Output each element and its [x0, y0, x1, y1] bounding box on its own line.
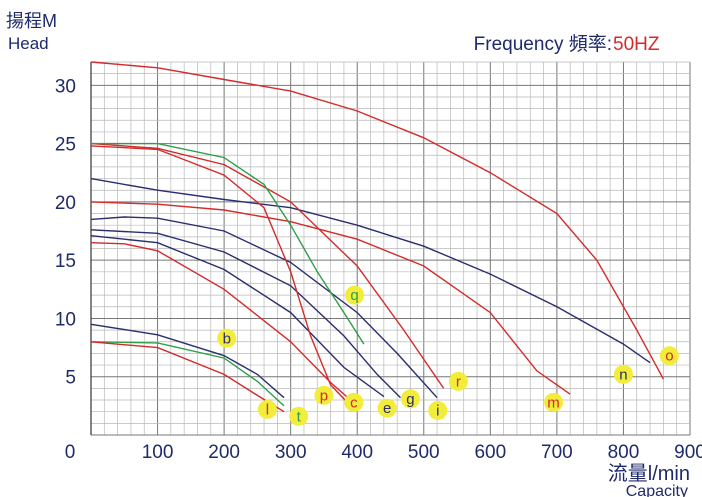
- x-tick-label: 600: [474, 442, 506, 463]
- curve-marker-g: [400, 389, 420, 409]
- curve-m: [90, 201, 571, 395]
- curve-label-m: m: [547, 394, 560, 411]
- curve-label-e: e: [383, 400, 391, 417]
- curve-marker-e: [377, 398, 397, 418]
- curve-label-b: b: [223, 330, 231, 347]
- curve-label-g: g: [406, 391, 414, 408]
- curve-r: [90, 142, 445, 389]
- curve-marker-t: [289, 406, 309, 426]
- frequency-value: 50HZ: [613, 34, 660, 55]
- x-tick-label: 300: [275, 442, 307, 463]
- curve-i: [90, 216, 438, 399]
- curve-t: [90, 341, 285, 407]
- curve-label-n: n: [619, 366, 627, 383]
- curve-e: [90, 235, 385, 398]
- curve-b: [90, 323, 285, 399]
- y-tick-label: 10: [55, 309, 76, 330]
- x-tick-label: 900: [674, 442, 702, 463]
- curve-c: [90, 242, 352, 401]
- y-tick-label: 20: [55, 193, 76, 214]
- curve-marker-r: [448, 371, 468, 391]
- curve-marker-c: [344, 392, 364, 412]
- curve-label-c: c: [350, 394, 358, 411]
- x-tick-label: 100: [142, 442, 174, 463]
- y-tick-label: 25: [55, 135, 76, 156]
- axes: 0 100 200 300 400 500 600 700 800 900 5 10 15 20 25 30: [55, 76, 702, 463]
- curve-label-l: l: [266, 401, 269, 418]
- curve-marker-n: [613, 364, 633, 384]
- curve-label-i: i: [436, 403, 439, 420]
- curve-o: [90, 61, 665, 380]
- curve-marker-q: [345, 285, 365, 305]
- x-tick-label: 700: [541, 442, 573, 463]
- ylabel: 揚程M: [6, 11, 57, 31]
- curve-label-p: p: [320, 387, 328, 404]
- curve-label-t: t: [297, 408, 302, 425]
- curve-label-r: r: [456, 373, 461, 390]
- y-tick-label: 30: [55, 76, 76, 97]
- curve-g: [90, 229, 401, 399]
- y-tick-label: 5: [65, 368, 76, 389]
- curve-marker-l: [257, 399, 277, 419]
- curve-n: [90, 177, 651, 364]
- xlabel-en: Capacity: [626, 483, 688, 497]
- curve-marker-i: [428, 401, 448, 421]
- grid: [90, 61, 691, 436]
- xlabel: 流量l/min: [608, 462, 690, 485]
- curve-labels: o n m ri ge c q p b t l: [217, 285, 679, 426]
- x-tick-label: 400: [341, 442, 373, 463]
- curve-label-o: o: [665, 348, 673, 365]
- x-tick-label: 500: [408, 442, 440, 463]
- curve-marker-m: [544, 392, 564, 412]
- curve-marker-b: [217, 328, 237, 348]
- curve-p: [90, 145, 352, 407]
- curve-q: [91, 142, 365, 345]
- curve-marker-p: [314, 385, 334, 405]
- x-tick-label: 200: [208, 442, 240, 463]
- curve-label-q: q: [350, 287, 358, 304]
- ylabel-en: Head: [8, 34, 49, 53]
- curves: [90, 61, 665, 413]
- x-tick-label: 800: [608, 442, 640, 463]
- y-tick-label: 15: [55, 251, 76, 272]
- x-tick-label: 0: [65, 442, 76, 463]
- curve-marker-o: [659, 346, 679, 366]
- frequency-label: Frequency 頻率:: [474, 33, 612, 55]
